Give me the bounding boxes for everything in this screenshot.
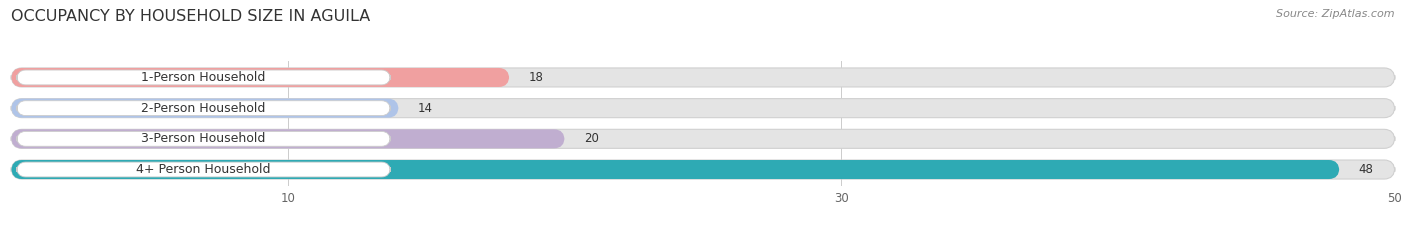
- Text: 4+ Person Household: 4+ Person Household: [136, 163, 271, 176]
- FancyBboxPatch shape: [11, 129, 1395, 148]
- Text: 48: 48: [1358, 163, 1374, 176]
- FancyBboxPatch shape: [11, 129, 565, 148]
- FancyBboxPatch shape: [11, 68, 509, 87]
- Text: Source: ZipAtlas.com: Source: ZipAtlas.com: [1277, 9, 1395, 19]
- Text: 14: 14: [418, 102, 433, 115]
- FancyBboxPatch shape: [17, 162, 391, 177]
- FancyBboxPatch shape: [11, 160, 1340, 179]
- FancyBboxPatch shape: [11, 99, 399, 118]
- FancyBboxPatch shape: [17, 70, 391, 85]
- Text: 18: 18: [529, 71, 544, 84]
- Text: OCCUPANCY BY HOUSEHOLD SIZE IN AGUILA: OCCUPANCY BY HOUSEHOLD SIZE IN AGUILA: [11, 9, 371, 24]
- Text: 20: 20: [583, 132, 599, 145]
- FancyBboxPatch shape: [17, 131, 391, 146]
- Text: 1-Person Household: 1-Person Household: [142, 71, 266, 84]
- Text: 3-Person Household: 3-Person Household: [142, 132, 266, 145]
- Text: 2-Person Household: 2-Person Household: [142, 102, 266, 115]
- FancyBboxPatch shape: [17, 101, 391, 116]
- FancyBboxPatch shape: [11, 160, 1395, 179]
- FancyBboxPatch shape: [11, 99, 1395, 118]
- FancyBboxPatch shape: [11, 68, 1395, 87]
